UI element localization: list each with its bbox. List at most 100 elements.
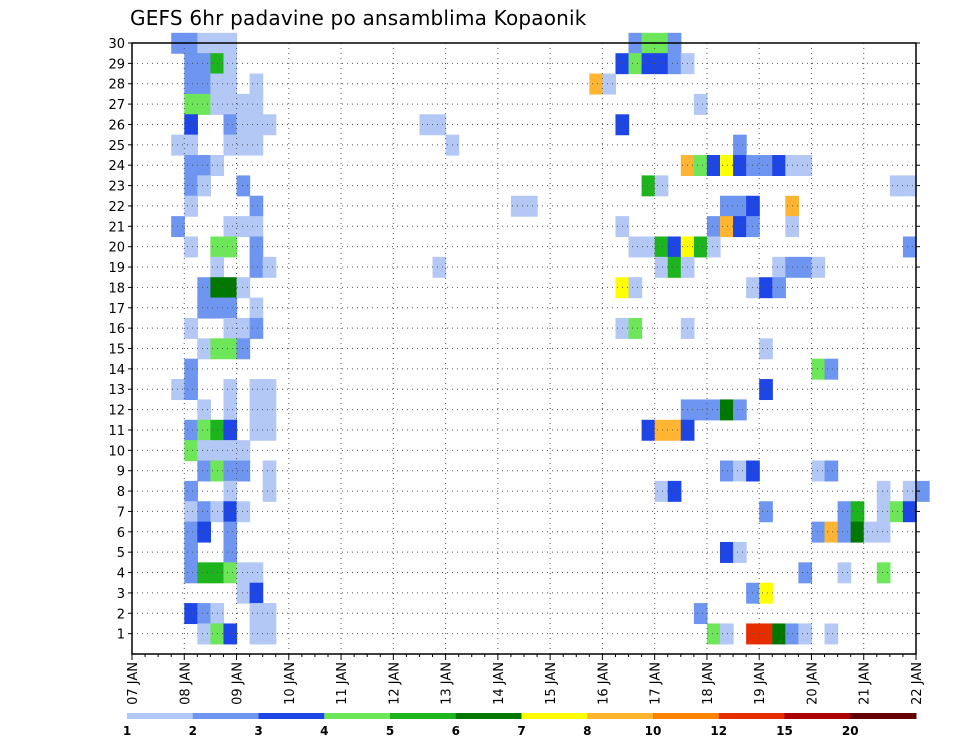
- heatmap-cell: [720, 460, 734, 482]
- heatmap-cell: [916, 480, 930, 502]
- heatmap-cells: [171, 32, 930, 645]
- heatmap-cell: [223, 440, 238, 462]
- y-tick-label: 18: [108, 281, 125, 296]
- y-tick-label: 14: [108, 363, 125, 378]
- heatmap-cell: [654, 419, 669, 441]
- heatmap-cell: [184, 358, 198, 380]
- heatmap-cell: [197, 460, 211, 482]
- heatmap-cell: [249, 114, 264, 136]
- colorbar-swatch: [850, 713, 917, 719]
- heatmap-cell: [667, 419, 682, 441]
- heatmap-cell: [262, 480, 277, 502]
- heatmap-cell: [733, 134, 747, 156]
- heatmap-cell: [837, 562, 852, 584]
- y-tick-label: 2: [117, 607, 125, 622]
- heatmap-cell: [602, 73, 617, 95]
- y-tick-label: 16: [108, 322, 125, 337]
- heatmap-cell: [262, 399, 277, 421]
- y-tick-label: 17: [108, 302, 125, 317]
- heatmap-cell: [876, 521, 891, 543]
- colorbar-swatch: [718, 713, 785, 719]
- colorbar-swatch: [127, 713, 194, 719]
- heatmap-cell: [863, 521, 878, 543]
- heatmap-cell: [223, 480, 238, 502]
- heatmap-cell: [733, 216, 747, 238]
- heatmap-cell: [876, 480, 891, 502]
- heatmap-cell: [249, 134, 264, 156]
- heatmap-cell: [184, 175, 198, 197]
- heatmap-cell: [223, 73, 238, 95]
- x-tick-label: 14 JAN: [492, 662, 507, 705]
- heatmap-cell: [184, 480, 198, 502]
- heatmap-cell: [693, 236, 708, 258]
- axis-ticks: 1234567891011121314151617181920212223242…: [108, 37, 925, 705]
- heatmap-cell: [223, 53, 238, 75]
- heatmap-cell: [902, 480, 917, 502]
- y-tick-label: 30: [108, 37, 125, 52]
- colorbar-label: 10: [645, 724, 662, 738]
- heatmap-cell: [811, 521, 826, 543]
- heatmap-cell: [184, 236, 198, 258]
- heatmap-cell: [902, 175, 917, 197]
- heatmap-cell: [628, 236, 643, 258]
- x-tick-label: 09 JAN: [231, 662, 246, 705]
- y-tick-label: 11: [108, 424, 125, 439]
- heatmap-cell: [223, 541, 238, 563]
- heatmap-cell: [798, 256, 813, 278]
- colorbar-label: 2: [189, 724, 197, 738]
- heatmap-cell: [589, 73, 603, 95]
- colorbar-swatch: [587, 713, 654, 719]
- heatmap-cell: [706, 216, 721, 238]
- x-tick-label: 18 JAN: [701, 662, 716, 705]
- heatmap-cell: [759, 277, 773, 299]
- heatmap-cell: [197, 277, 211, 299]
- x-tick-label: 21 JAN: [858, 662, 873, 705]
- heatmap-cell: [733, 399, 747, 421]
- heatmap-cell: [824, 623, 839, 645]
- heatmap-cell: [720, 195, 734, 217]
- heatmap-cell: [419, 114, 434, 136]
- x-tick-label: 16 JAN: [596, 662, 611, 705]
- heatmap-cell: [236, 175, 251, 197]
- colorbar-swatch: [324, 713, 391, 719]
- heatmap-cell: [889, 175, 904, 197]
- y-tick-label: 26: [108, 118, 125, 133]
- y-tick-label: 8: [117, 485, 125, 500]
- heatmap-cell: [811, 460, 826, 482]
- heatmap-cell: [249, 93, 264, 115]
- heatmap-cell: [824, 521, 839, 543]
- colorbar-swatch: [653, 713, 720, 719]
- heatmap-cell: [654, 256, 669, 278]
- x-tick-label: 07 JAN: [126, 662, 141, 705]
- y-tick-label: 9: [117, 465, 125, 480]
- heatmap-cell: [223, 277, 238, 299]
- heatmap-cell: [641, 175, 656, 197]
- heatmap-cell: [706, 623, 721, 645]
- heatmap-cell: [837, 501, 852, 523]
- heatmap-cell: [693, 399, 708, 421]
- heatmap-cell: [249, 195, 264, 217]
- heatmap-cell: [223, 399, 238, 421]
- x-tick-label: 08 JAN: [178, 662, 193, 705]
- heatmap-cell: [184, 501, 198, 523]
- heatmap-cell: [249, 603, 264, 625]
- heatmap-cell: [236, 582, 251, 604]
- y-tick-label: 13: [108, 383, 125, 398]
- heatmap-cell: [171, 379, 185, 401]
- heatmap-cell: [667, 480, 682, 502]
- heatmap-cell: [223, 623, 238, 645]
- heatmap-cell: [236, 562, 251, 584]
- heatmap-cell: [223, 419, 238, 441]
- heatmap-cell: [197, 623, 211, 645]
- heatmap-cell: [236, 277, 251, 299]
- heatmap-cell: [197, 603, 211, 625]
- heatmap-cell: [628, 277, 643, 299]
- heatmap-cell: [197, 338, 211, 360]
- heatmap-cell: [249, 236, 264, 258]
- heatmap-cell: [720, 541, 734, 563]
- heatmap-cell: [759, 379, 773, 401]
- heatmap-cell: [889, 501, 904, 523]
- heatmap-cell: [236, 93, 251, 115]
- heatmap-cell: [693, 93, 708, 115]
- y-tick-label: 12: [108, 404, 125, 419]
